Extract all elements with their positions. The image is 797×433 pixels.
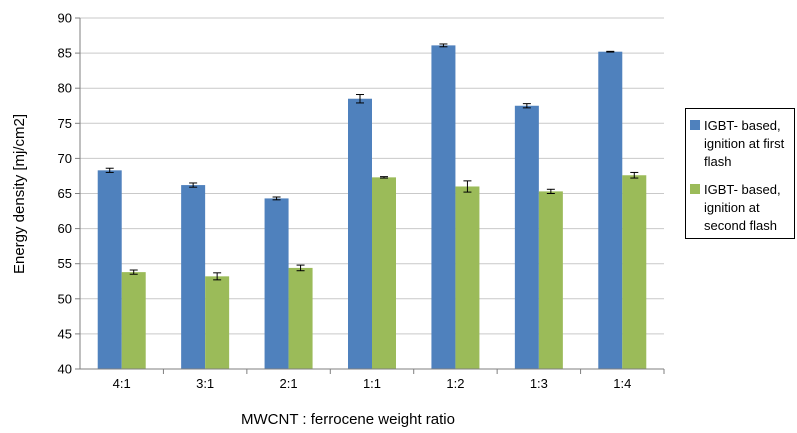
bar-second-flash [121,272,146,369]
y-tick-labels: 40 45 50 55 60 65 70 75 80 85 90 [58,11,72,377]
y-tick-label: 50 [58,291,72,306]
x-axis-title: MWCNT : ferrocene weight ratio [241,411,455,428]
y-tick-label: 70 [58,151,72,166]
axes [75,17,665,374]
x-tick-label: 1:2 [446,376,464,391]
bars [97,45,647,370]
y-tick-label: 90 [58,11,72,26]
y-tick-label: 85 [58,46,72,61]
bar-first-flash [181,185,206,369]
bar-first-flash [97,170,122,369]
bar-second-flash [538,191,563,369]
bar-first-flash [598,51,623,370]
x-tick-label: 4:1 [113,376,131,391]
y-tick-label: 40 [58,362,72,377]
y-tick-label: 55 [58,256,72,271]
error-bars [105,43,639,281]
x-tick-label: 1:4 [613,376,631,391]
bar-second-flash [372,177,396,369]
x-tick-label: 2:1 [280,376,298,391]
bar-second-flash [288,267,313,369]
bar-first-flash [514,105,539,369]
legend: IGBT- based, ignition at first flash IGB… [685,108,795,239]
bar-first-flash [431,45,456,370]
y-tick-label: 75 [58,116,72,131]
x-tick-label: 1:1 [363,376,381,391]
y-tick-label: 65 [58,186,72,201]
bar-second-flash [455,186,480,369]
bar-second-flash [622,175,647,369]
y-tick-label: 60 [58,221,72,236]
bar-first-flash [348,98,372,369]
legend-label-second-flash: IGBT- based, ignition at second flash [704,182,781,233]
y-axis-title: Energy density [mj/cm2] [11,114,28,274]
y-tick-label: 80 [58,81,72,96]
bar-first-flash [264,198,289,369]
legend-label-first-flash: IGBT- based, ignition at first flash [704,118,785,169]
legend-swatch-first-flash [690,120,700,130]
x-tick-label: 3:1 [196,376,214,391]
legend-swatch-second-flash [690,184,700,194]
bar-second-flash [205,276,230,369]
x-tick-label: 1:3 [530,376,548,391]
x-tick-labels: 4:1 3:1 2:1 1:1 1:2 1:3 1:4 [113,376,632,391]
y-tick-label: 45 [58,326,72,341]
